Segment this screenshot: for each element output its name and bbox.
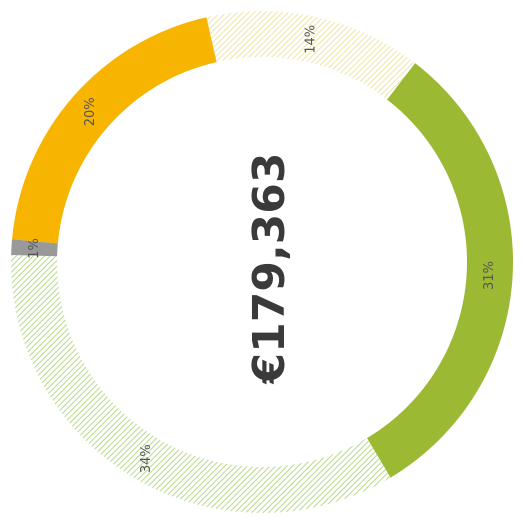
center-total: €179,363 bbox=[244, 152, 295, 384]
donut-segment bbox=[366, 63, 513, 478]
segment-label: 1% bbox=[27, 238, 42, 259]
segment-label: 34% bbox=[139, 444, 154, 473]
segment-label: 31% bbox=[482, 261, 497, 290]
donut-segment bbox=[12, 17, 217, 244]
segment-label: 20% bbox=[83, 97, 98, 126]
donut-segment bbox=[11, 254, 391, 513]
donut-segment bbox=[11, 239, 58, 257]
segment-label: 14% bbox=[303, 25, 318, 54]
donut-segment bbox=[206, 10, 416, 100]
